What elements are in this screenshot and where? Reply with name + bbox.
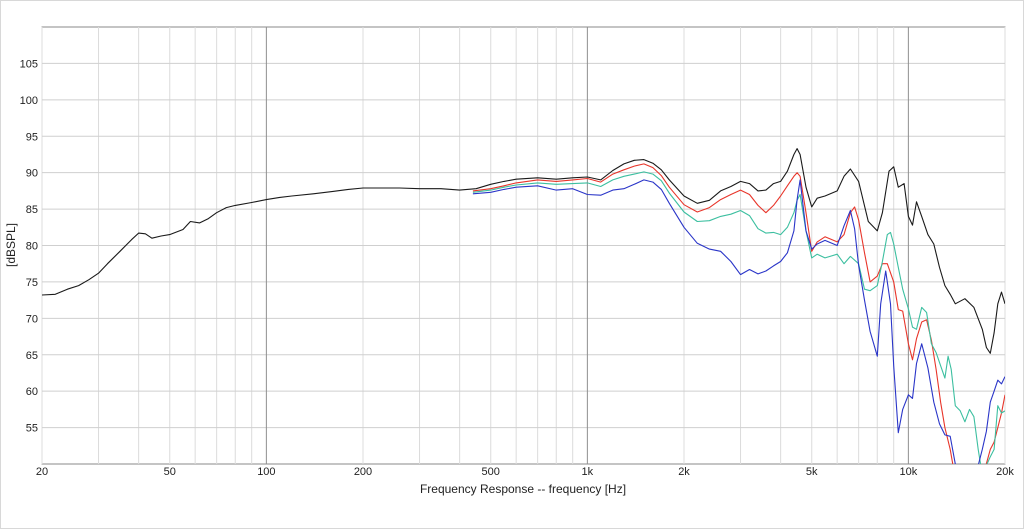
y-tick-label: 55 [26,423,38,435]
x-tick-label: 100 [257,466,275,478]
x-tick-label: 5k [806,466,818,478]
x-axis-title: Frequency Response -- frequency [Hz] [420,482,626,496]
y-tick-label: 60 [26,386,38,398]
x-tick-labels: 20 50 100 200 500 1k 2k 5k 10k 20k [36,466,1014,478]
series-line-4 [472,179,1005,464]
x-tick-label: 200 [354,466,372,478]
x-tick-label: 10k [899,466,917,478]
series-layer [42,148,1005,464]
y-tick-label: 65 [26,350,38,362]
y-tick-label: 80 [26,241,38,253]
y-tick-label: 75 [26,277,38,289]
y-tick-label: 105 [20,58,38,70]
y-tick-labels: 55 60 65 70 75 80 85 90 95 100 105 [20,58,38,434]
y-axis-title: [dBSPL] [4,223,18,267]
y-tick-label: 95 [26,131,38,143]
major-gridlines [265,27,909,464]
x-tick-label: 1k [582,466,594,478]
y-tick-label: 85 [26,204,38,216]
minor-gridlines [41,27,1006,464]
x-tick-label: 2k [678,466,690,478]
x-tick-label: 500 [482,466,500,478]
x-tick-label: 20 [36,466,48,478]
series-line-1 [42,148,1005,354]
x-tick-label: 50 [164,466,176,478]
series-line-2 [472,163,1005,464]
y-tick-label: 100 [20,95,38,107]
y-tick-label: 90 [26,168,38,180]
series-line-3 [472,171,1005,464]
y-tick-label: 70 [26,313,38,325]
x-tick-label: 20k [996,466,1014,478]
